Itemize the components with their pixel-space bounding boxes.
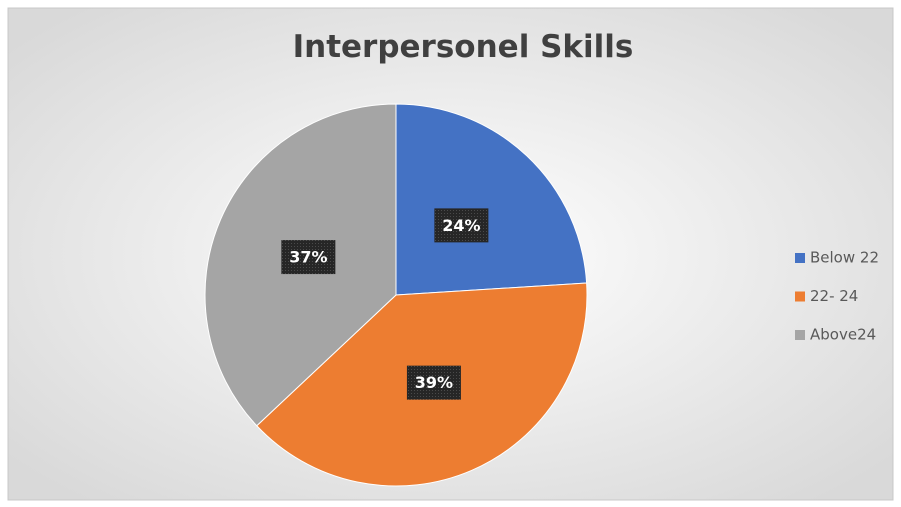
data-label: 39% xyxy=(406,365,461,400)
data-label: 37% xyxy=(281,240,336,275)
pie xyxy=(204,103,588,487)
legend: Below 22 22- 24 Above24 xyxy=(795,249,879,344)
data-label-box xyxy=(281,240,336,275)
data-label-text: 24% xyxy=(442,216,480,235)
pie-slice xyxy=(395,103,588,296)
chart-title: Interpersonel Skills xyxy=(293,29,634,65)
legend-label: Above24 xyxy=(810,326,876,344)
data-label-text: 39% xyxy=(415,373,453,392)
legend-swatch xyxy=(795,330,805,340)
legend-label: 22- 24 xyxy=(810,287,858,305)
legend-swatch xyxy=(795,291,805,302)
legend-swatch xyxy=(795,253,805,263)
data-label-box xyxy=(434,208,489,243)
legend-label: Below 22 xyxy=(810,249,879,267)
data-label: 24% xyxy=(434,208,489,243)
data-labels: 24% 39% 37% xyxy=(281,208,489,400)
data-label-text: 37% xyxy=(289,248,327,267)
data-label-box xyxy=(406,365,461,400)
